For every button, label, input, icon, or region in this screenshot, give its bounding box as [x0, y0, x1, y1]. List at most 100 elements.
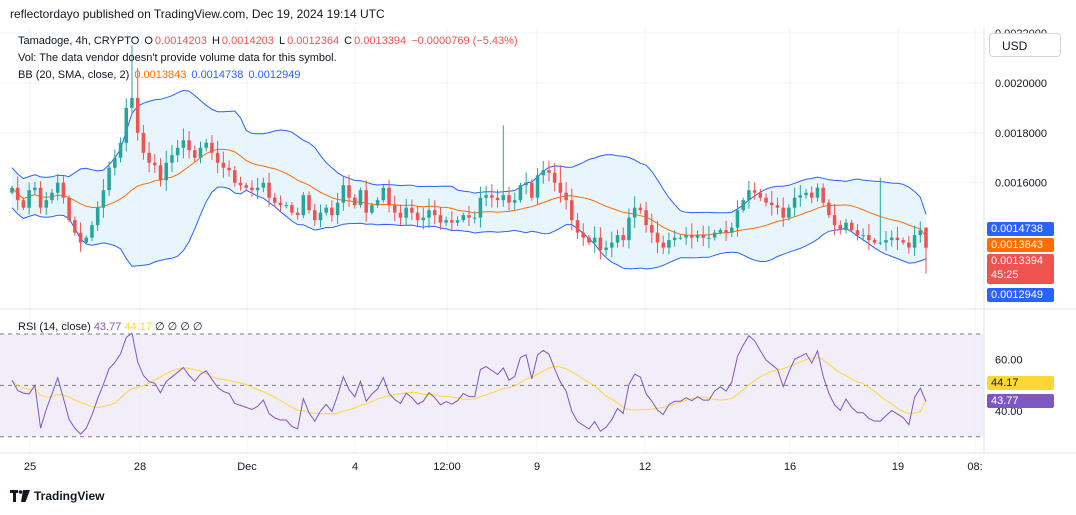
- candle-body: [530, 182, 534, 198]
- bb-lower-tag: 0.0012949: [987, 288, 1054, 302]
- candle: [158, 158, 163, 187]
- currency-button[interactable]: USD: [989, 33, 1061, 57]
- candle: [638, 203, 643, 214]
- candle: [472, 211, 477, 224]
- candle: [141, 125, 146, 160]
- candle-body: [895, 237, 900, 241]
- rsi-ma-value: 44.17: [124, 321, 152, 333]
- candle: [844, 218, 848, 234]
- candle: [861, 228, 865, 242]
- candle-body: [632, 207, 637, 218]
- candle: [444, 216, 448, 226]
- candle-body: [501, 195, 506, 201]
- candle-body: [518, 185, 523, 201]
- tradingview-logo-icon: [10, 490, 30, 502]
- candle: [461, 212, 466, 223]
- close-label: C: [344, 35, 353, 47]
- candle: [604, 240, 608, 257]
- bb-upper-value: 0.0014738: [191, 69, 244, 81]
- candle-body: [347, 185, 351, 198]
- candle-body: [193, 150, 197, 158]
- candle: [535, 167, 540, 205]
- candle-body: [821, 187, 825, 203]
- candle: [261, 177, 266, 193]
- bb-basis-tag: 0.0013843: [987, 238, 1054, 252]
- bb-label: BB (20, SMA, close, 2): [18, 69, 130, 81]
- candle-body: [312, 210, 317, 221]
- candle: [661, 235, 665, 254]
- candle: [427, 198, 431, 229]
- candle: [204, 138, 208, 152]
- candle: [318, 204, 323, 228]
- candle-body: [592, 237, 597, 243]
- candle-body: [804, 192, 808, 196]
- price-tick-label: 0.0018000: [995, 128, 1047, 140]
- candle-body: [450, 220, 454, 223]
- candle: [181, 128, 186, 159]
- candle-body: [764, 197, 768, 203]
- time-tick-label: 28: [134, 461, 146, 473]
- candle-body: [204, 142, 208, 148]
- candle-body: [364, 190, 368, 213]
- candle-body: [181, 140, 186, 148]
- bollinger-bands: [11, 89, 927, 270]
- candle: [38, 181, 43, 214]
- candle: [250, 180, 254, 197]
- candle-body: [558, 182, 563, 193]
- rsi-ma-tag: 44.17: [987, 376, 1054, 390]
- candle: [284, 201, 288, 209]
- bb-legend: BB (20, SMA, close, 2) 0.0013843 0.00147…: [18, 69, 302, 81]
- candle: [67, 195, 71, 223]
- candle-body: [547, 170, 551, 173]
- candle-body: [867, 235, 871, 241]
- candle-body: [187, 140, 191, 151]
- candle-body: [735, 210, 740, 228]
- candle: [684, 227, 688, 245]
- candle-body: [267, 182, 271, 198]
- candle-body: [650, 225, 654, 233]
- close-value: 0.0013394: [354, 35, 407, 47]
- candle: [198, 141, 203, 164]
- candle: [730, 222, 734, 238]
- candle-body: [512, 200, 517, 203]
- time-tick-label: 4: [352, 461, 358, 473]
- candle: [107, 161, 111, 196]
- candle-body: [421, 217, 426, 221]
- candle: [490, 184, 494, 208]
- candle-body: [135, 97, 140, 133]
- candle-body: [798, 195, 803, 198]
- close-price-tag: 0.0013394 45:25: [987, 254, 1054, 284]
- candle: [809, 186, 814, 204]
- candle: [832, 204, 837, 236]
- candle-body: [844, 222, 848, 231]
- candle-body: [21, 200, 26, 208]
- candle: [621, 227, 626, 248]
- candle: [530, 179, 534, 201]
- candle: [175, 139, 180, 163]
- open-label: O: [144, 35, 153, 47]
- candle: [849, 219, 854, 233]
- candle-body: [153, 162, 157, 166]
- candle: [330, 200, 334, 222]
- candle-body: [27, 190, 31, 208]
- candle-body: [261, 182, 266, 188]
- candle: [690, 223, 694, 249]
- candle: [341, 176, 346, 211]
- candle-body: [404, 207, 408, 218]
- candle: [581, 223, 586, 247]
- candle: [467, 205, 471, 227]
- candle: [450, 211, 454, 231]
- candle: [238, 176, 243, 191]
- candle: [758, 188, 763, 202]
- candles: [10, 45, 928, 274]
- candle: [73, 216, 77, 237]
- candle: [775, 197, 780, 215]
- bar-countdown: 45:25: [991, 269, 1019, 281]
- candle: [650, 213, 654, 243]
- candle: [147, 142, 151, 173]
- rsi-tick-label: 40.00: [995, 406, 1023, 418]
- footer-brand[interactable]: TradingView: [10, 489, 104, 503]
- candle-body: [832, 215, 837, 226]
- candle-body: [301, 195, 306, 216]
